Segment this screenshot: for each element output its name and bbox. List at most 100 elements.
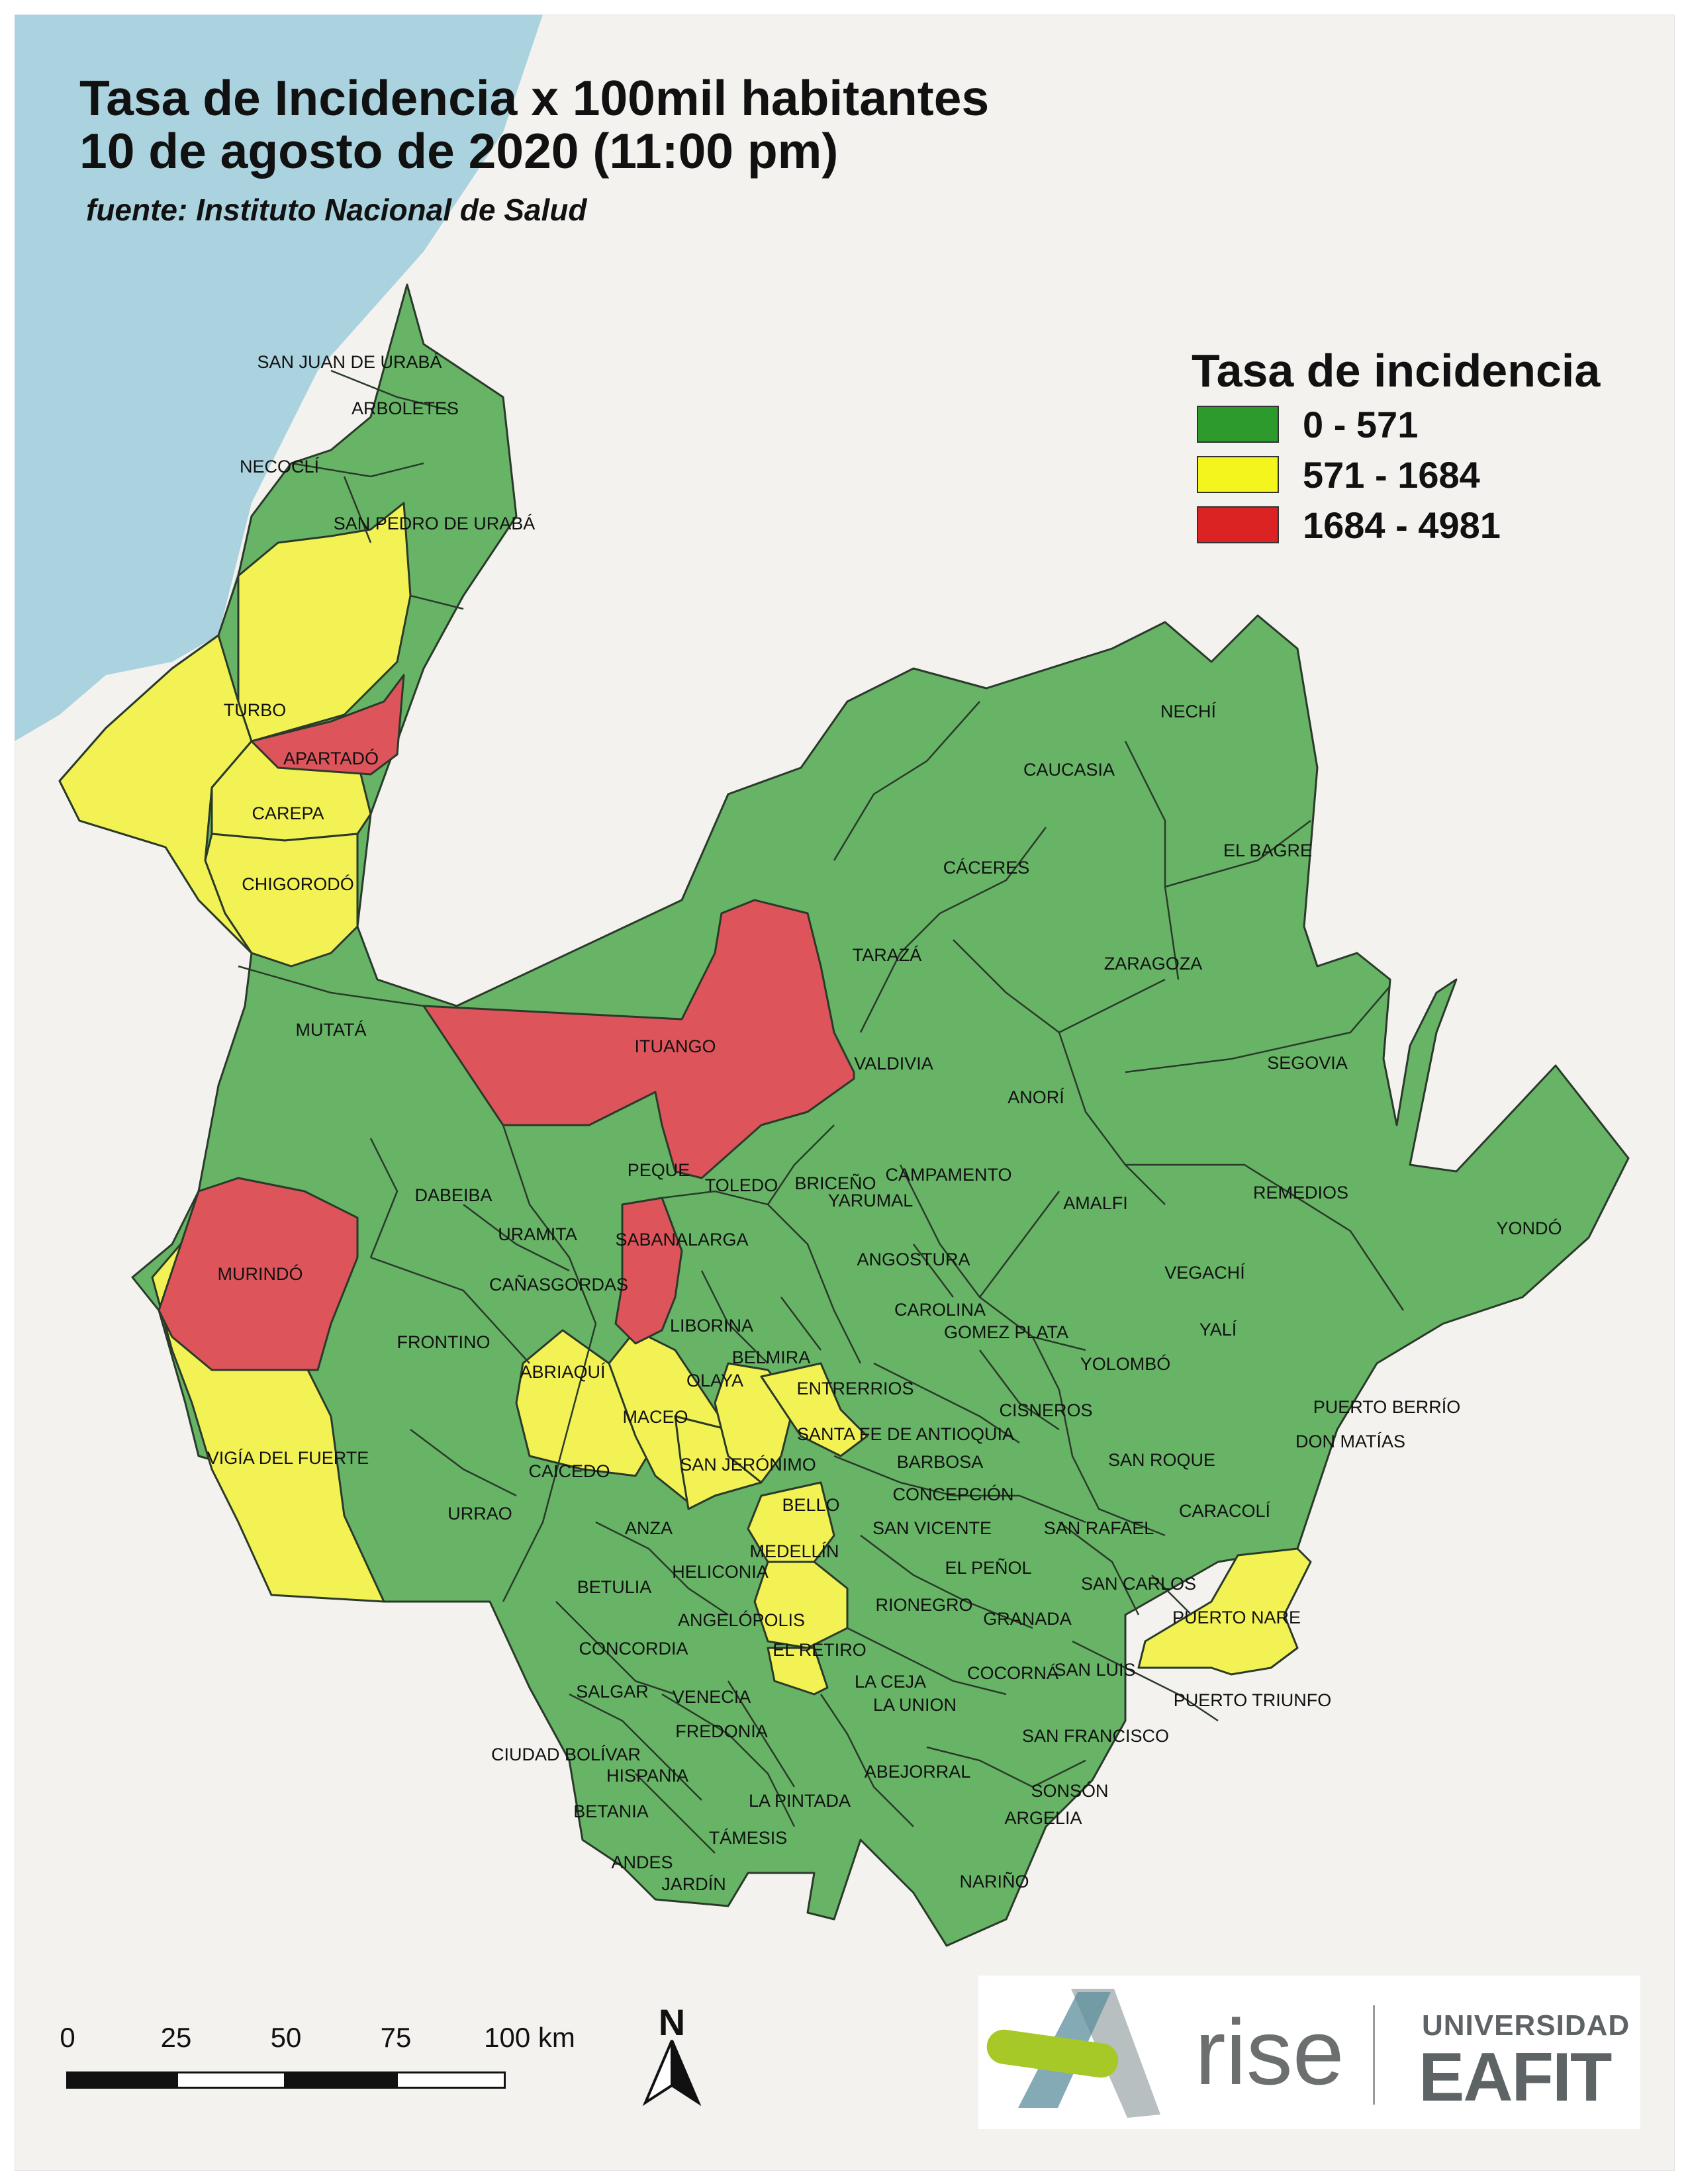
municipality-label: OLAYA [686,1371,743,1390]
municipal-boundary-line [502,1124,597,1324]
municipal-boundary-line [727,1680,796,1788]
municipality-label: TARAZÁ [853,945,922,965]
municipality-label: SAN LUIS [1054,1660,1135,1680]
sabanalarga-region [614,1197,683,1345]
municipality-label: ANZA [625,1518,673,1538]
municipality-label: LA PINTADA [749,1791,851,1811]
municipal-boundary-line [555,1601,676,1696]
municipality-label: MURINDÓ [218,1263,303,1284]
municipality-label: SEGOVIA [1267,1053,1348,1073]
municipality-label: SAN VICENTE [872,1518,992,1538]
municipality-label: YALÍ [1199,1320,1237,1340]
apartado-region [250,674,405,776]
scale-tick-label: 50 [270,2022,302,2053]
municipal-boundary-line [291,462,424,478]
scale-tick-label: 75 [380,2022,412,2053]
municipality-label: CISNEROS [999,1400,1092,1420]
legend-swatch-red [1197,506,1279,543]
legend-swatch-green [1197,406,1279,443]
legend-title: Tasa de incidencia [1192,345,1601,396]
north-arrow-label: N [659,2002,685,2043]
scale-tick-label: 0 [60,2022,75,2053]
municipality-label: NECHÍ [1160,702,1217,721]
municipal-boundary-line [502,1323,597,1602]
municipality-label: CONCEPCIÓN [892,1484,1013,1504]
municipality-label: BETULIA [577,1577,652,1597]
municipality-label: EL RETIRO [773,1640,867,1660]
municipality-label: ITUANGO [634,1036,716,1056]
municipal-boundary-line [833,1455,1086,1524]
municipal-boundary-line [661,1693,796,1827]
municipal-boundary-line [1058,1522,1140,1615]
municipality-label: VEGACHÍ [1164,1263,1245,1283]
municipality-label: EL PEÑOL [945,1557,1031,1578]
municipal-boundary-line [410,1429,517,1497]
map-title-line2: 10 de agosto de 2020 (11:00 pm) [79,123,839,179]
municipality-label: AMALFI [1063,1193,1128,1213]
municipal-boundary-line [463,1204,570,1272]
puertonare-region [1137,1547,1312,1676]
municipality-label: HELICONIA [672,1562,769,1582]
municipality-label: YOLOMBÓ [1080,1353,1171,1374]
municipal-boundary-line [847,1627,1007,1696]
belmira-region [760,1362,868,1457]
university-logo-line2: EAFIT [1419,2039,1612,2116]
municipality-label: SAN ROQUE [1108,1450,1215,1470]
municipal-boundary-line [700,1270,769,1364]
municipality-label: PEQUE [628,1160,690,1180]
map-title-line1: Tasa de Incidencia x 100mil habitantes [79,70,990,126]
municipality-label: CAMPAMENTO [885,1165,1011,1185]
municipality-label: CAUCASIA [1023,760,1115,780]
municipality-label: VIGÍA DEL FUERTE [207,1448,369,1468]
municipality-label: LA UNION [873,1695,957,1715]
municipal-boundary-line [1125,985,1391,1073]
municipal-boundary-line [569,1693,702,1801]
municipality-label: DON MATÍAS [1295,1432,1405,1451]
municipality-label: PUERTO BERRÍO [1313,1397,1461,1417]
municipality-label: SALGAR [576,1682,649,1702]
rise-logo-text: rise [1195,2000,1344,2104]
municipality-label: CARACOLÍ [1179,1501,1271,1521]
turbo-coast-region [58,634,253,954]
municipality-label: VENECIA [673,1687,751,1707]
abriaqui-region [515,1329,657,1477]
municipality-label: SAN RAFAEL [1044,1518,1154,1538]
legend-item: 1684 - 4981 [1192,502,1600,548]
municipality-label: NARIÑO [959,1871,1029,1891]
municipal-boundary-line [343,476,372,543]
map-source: fuente: Instituto Nacional de Salud [86,193,587,227]
elretiro-region [767,1647,829,1696]
municipality-label: NECOCLÍ [240,457,320,477]
logo-divider [1373,2005,1375,2105]
municipality-label: BETANIA [573,1801,649,1821]
legend-label: 571 - 1684 [1303,453,1480,496]
municipality-label: SAN PEDRO DE URABÁ [334,514,536,533]
municipal-boundary-line [1072,1640,1219,1722]
municipality-label: BELMIRA [732,1347,811,1367]
municipal-boundary-line [860,1535,1033,1629]
municipal-boundary-line [238,965,424,1007]
murindo-region [158,1177,359,1371]
municipality-label: CAROLINA [894,1300,986,1320]
municipal-boundary-line [330,369,451,412]
municipality-label: SABANALARGA [615,1230,748,1250]
legend-label: 0 - 571 [1303,403,1419,445]
municipal-boundary-line [1151,1574,1192,1615]
municipality-label: ENTRERRIOS [796,1379,914,1398]
municipality-label: ZARAGOZA [1104,954,1203,974]
municipality-label: ANORÍ [1008,1087,1064,1107]
municipal-boundary-line [979,1191,1060,1298]
municipality-label: EL BAGRE [1223,841,1312,860]
municipality-label: YONDÓ [1496,1218,1562,1238]
municipality-label: ABEJORRAL [865,1762,971,1782]
municipal-boundary-line [370,1256,530,1364]
rise-logo-icon [986,1989,1160,2118]
municipality-label: ANGOSTURA [857,1250,970,1269]
scale-segment [286,2071,396,2089]
scale-segment [396,2071,506,2089]
municipality-label: ANGELÓPOLIS [678,1610,805,1630]
municipal-boundary-line [369,1138,399,1258]
municipal-boundary-line [595,1521,729,1616]
scale-tick-label: 25 [160,2022,192,2053]
ituango-region [422,899,855,1179]
